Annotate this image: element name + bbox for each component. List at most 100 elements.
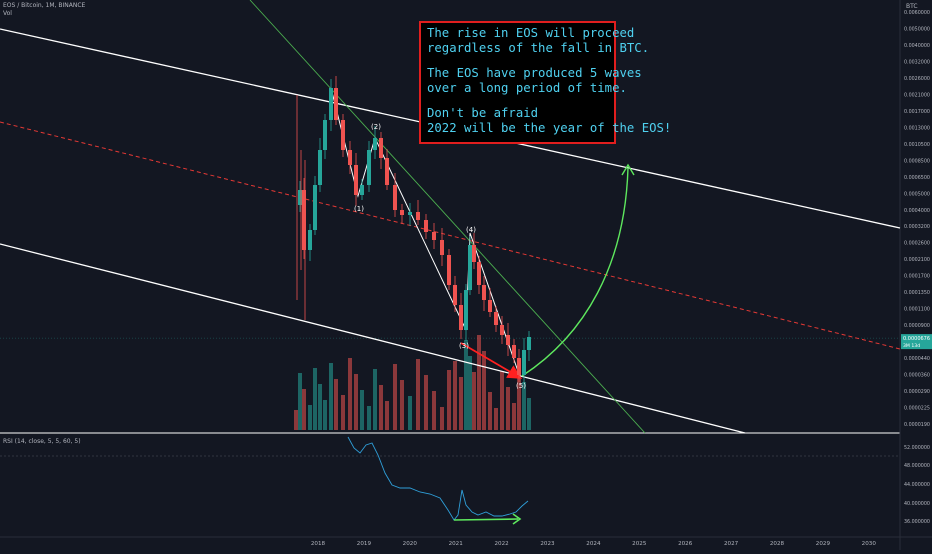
price-tick-label: 0.0006500 bbox=[904, 175, 930, 181]
candle-body bbox=[494, 312, 498, 325]
wave-label: (5) bbox=[516, 382, 526, 390]
price-tick-label: 0.0008500 bbox=[904, 158, 930, 164]
price-tick-label: 0.0000190 bbox=[904, 422, 930, 428]
current-price-tag bbox=[901, 334, 932, 350]
volume-bar bbox=[472, 372, 476, 430]
price-tick-label: 0.0001100 bbox=[904, 307, 930, 313]
candle-body bbox=[506, 335, 510, 345]
volume-bar bbox=[522, 382, 526, 430]
time-tick-label: 2019 bbox=[357, 541, 372, 547]
candle-body bbox=[408, 212, 412, 215]
volume-bar bbox=[348, 358, 352, 430]
rsi-label: RSI (14, close, 5, 5, 60, 5) bbox=[3, 438, 81, 445]
candle-body bbox=[360, 185, 364, 195]
volume-bar bbox=[393, 364, 397, 430]
time-tick-label: 2021 bbox=[449, 541, 464, 547]
price-tick-label: 0.0026000 bbox=[904, 76, 930, 82]
annotation-line-1: The rise in EOS will proceed bbox=[427, 26, 635, 40]
volume-bar bbox=[323, 400, 327, 430]
candle-body bbox=[500, 325, 504, 335]
rsi-tick-label: 52.000000 bbox=[904, 445, 930, 451]
volume-bar bbox=[482, 351, 486, 430]
candle-body bbox=[354, 165, 358, 195]
volume-bar bbox=[400, 380, 404, 430]
volume-bar bbox=[440, 407, 444, 430]
volume-bar bbox=[488, 392, 492, 430]
volume-layer bbox=[294, 335, 531, 430]
price-tick-label: 0.0002100 bbox=[904, 257, 930, 263]
projection-curve bbox=[521, 167, 629, 377]
candle-body bbox=[379, 138, 383, 158]
candle-body bbox=[416, 212, 420, 220]
candle-body bbox=[482, 285, 486, 300]
candle-body bbox=[393, 185, 397, 210]
channel-lower-line bbox=[0, 243, 746, 434]
candle-body bbox=[323, 120, 327, 150]
descending-trendline bbox=[249, 0, 646, 434]
rsi-divergence-line bbox=[453, 518, 519, 521]
candle-body bbox=[298, 190, 302, 205]
time-tick-label: 2028 bbox=[770, 541, 785, 547]
volume-bar bbox=[302, 389, 306, 430]
price-tick-label: 0.0000440 bbox=[904, 356, 930, 362]
candle-body bbox=[459, 305, 463, 330]
time-tick-label: 2030 bbox=[862, 541, 877, 547]
volume-bar bbox=[334, 379, 338, 430]
rsi-arrowhead bbox=[512, 513, 522, 525]
candle-body bbox=[472, 245, 476, 262]
volume-bar bbox=[416, 359, 420, 430]
wave-label: (1) bbox=[354, 205, 364, 213]
candle-body bbox=[348, 150, 352, 165]
price-tick-label: 0.0000225 bbox=[904, 406, 930, 412]
volume-bar bbox=[318, 384, 322, 430]
volume-bar bbox=[313, 368, 317, 430]
time-tick-label: 2022 bbox=[494, 541, 508, 547]
price-tick-label: 0.0021000 bbox=[904, 92, 930, 98]
candle-body bbox=[488, 300, 492, 312]
volume-bar bbox=[329, 363, 333, 430]
price-tick-label: 0.0040000 bbox=[904, 43, 930, 49]
time-tick-label: 2018 bbox=[311, 541, 326, 547]
candle-body bbox=[517, 358, 521, 375]
volume-bar bbox=[500, 371, 504, 430]
volume-bar bbox=[379, 385, 383, 430]
candle-body bbox=[464, 290, 468, 330]
candle-body bbox=[385, 158, 389, 185]
red-arrow bbox=[460, 342, 523, 379]
candle-body bbox=[308, 230, 312, 250]
volume-bar bbox=[468, 356, 472, 430]
candle-body bbox=[334, 88, 338, 120]
volume-bar bbox=[308, 405, 312, 430]
rsi-tick-label: 36.000000 bbox=[904, 519, 930, 525]
candle-body bbox=[512, 345, 516, 358]
annotation-box: The rise in EOS will proceed regardless … bbox=[419, 21, 671, 144]
candle-body bbox=[424, 220, 428, 232]
time-tick-label: 2027 bbox=[724, 541, 739, 547]
price-tick-label: 0.0013000 bbox=[904, 125, 930, 131]
rsi-layer bbox=[347, 436, 529, 525]
candle-body bbox=[468, 245, 472, 290]
volume-bar bbox=[527, 398, 531, 430]
volume-bar bbox=[373, 369, 377, 430]
price-tick-label: 0.0032000 bbox=[904, 59, 930, 65]
volume-bar bbox=[385, 401, 389, 430]
current-price-sub: 3M 13d bbox=[903, 343, 920, 349]
candle-body bbox=[367, 150, 371, 185]
price-tick-label: 0.0010500 bbox=[904, 142, 930, 148]
volume-bar bbox=[512, 403, 516, 430]
rsi-tick-label: 48.000000 bbox=[904, 463, 930, 469]
projection-arrowhead bbox=[621, 163, 635, 176]
volume-bar bbox=[494, 408, 498, 430]
rsi-line bbox=[347, 436, 529, 521]
candle-body bbox=[318, 150, 322, 185]
rsi-tick-label: 44.000000 bbox=[904, 482, 930, 488]
candle-body bbox=[373, 138, 377, 150]
wave-label: (3) bbox=[459, 342, 469, 350]
volume-bar bbox=[360, 390, 364, 430]
price-tick-label: 0.0001350 bbox=[904, 290, 930, 296]
candles-layer bbox=[296, 76, 531, 384]
candle-body bbox=[440, 240, 444, 255]
volume-bar bbox=[432, 391, 436, 430]
candle-body bbox=[432, 232, 436, 240]
volume-bar bbox=[354, 374, 358, 430]
